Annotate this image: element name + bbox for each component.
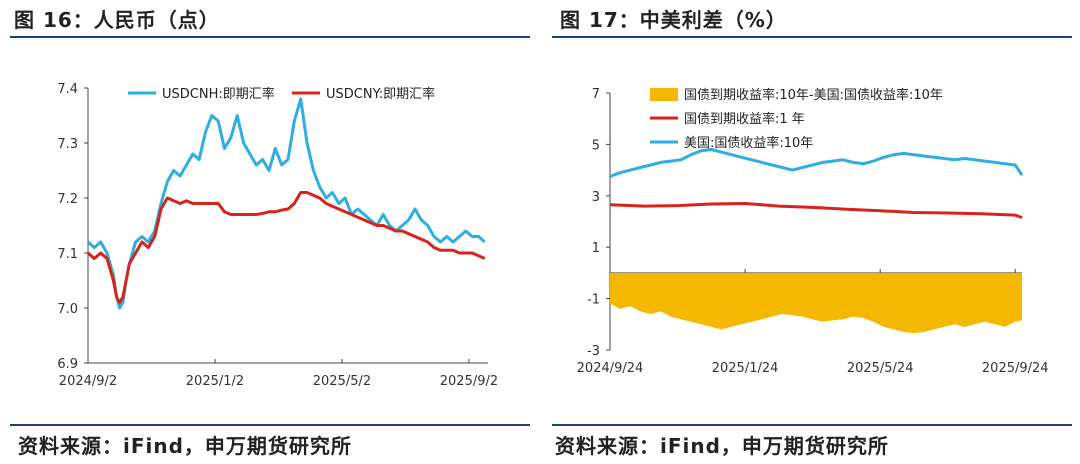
chart2-y-tick-label: 1 xyxy=(592,241,600,256)
right-source-note: 资料来源：iFind，申万期货研究所 xyxy=(555,434,889,458)
chart1-y-tick-label: 6.9 xyxy=(57,357,78,372)
right-title-rule xyxy=(552,36,1072,38)
chart1-y-tick-label: 7.3 xyxy=(57,137,78,152)
chart1-series-line-1 xyxy=(87,97,486,310)
chart1-x-tick-label: 2025/5/2 xyxy=(313,374,371,389)
chart1-y-tick-label: 7.1 xyxy=(57,247,78,262)
chart2-x-tick-label: 2024/9/24 xyxy=(577,361,644,376)
left-source-note: 资料来源：iFind，申万期货研究所 xyxy=(18,434,352,458)
chart1-legend-label-2: USDCNY:即期汇率 xyxy=(326,86,435,102)
right-source-rule xyxy=(552,424,1072,426)
chart2-legend-swatch-1 xyxy=(650,88,678,101)
chart2-y-tick-label: 3 xyxy=(592,190,600,205)
chart1-y-tick-label: 7.4 xyxy=(57,82,78,97)
chart2-x-tick-label: 2025/1/24 xyxy=(712,361,779,376)
chart2-y-tick-label: 7 xyxy=(592,87,600,102)
chart2-series-line-3 xyxy=(609,148,1024,178)
chart2-y-tick-label: -3 xyxy=(587,344,600,359)
chart1-y-tick-label: 7.0 xyxy=(57,302,78,317)
chart2-legend-label-3: 美国:国债收益率:10年 xyxy=(684,135,813,151)
chart2-x-tick-label: 2025/9/24 xyxy=(982,361,1049,376)
chart2-legend-label-2: 国债到期收益率:1 年 xyxy=(684,111,805,127)
chart2-series-line-2 xyxy=(609,202,1023,220)
chart1-x-tick-label: 2025/1/2 xyxy=(186,374,244,389)
left-title-rule xyxy=(10,36,530,38)
left-source-rule xyxy=(10,424,530,426)
chart2-y-tick-label: 5 xyxy=(592,138,600,153)
right-chart-title: 图 17：中美利差（%） xyxy=(560,8,787,32)
chart2-series-area-1 xyxy=(610,272,1022,334)
chart2-y-tick-label: -1 xyxy=(587,293,600,308)
chart1-y-tick-label: 7.2 xyxy=(57,192,78,207)
chart1-series-line-2 xyxy=(87,191,486,304)
left-chart-title: 图 16：人民币（点） xyxy=(14,8,220,32)
chart2-x-tick-label: 2025/5/24 xyxy=(847,361,914,376)
chart1-x-tick-label: 2025/9/2 xyxy=(440,374,498,389)
chart1-legend-label-1: USDCNH:即期汇率 xyxy=(162,86,275,102)
chart2-legend-label-1: 国债到期收益率:10年-美国:国债收益率:10年 xyxy=(684,87,943,103)
chart1-x-tick-label: 2024/9/2 xyxy=(59,374,117,389)
